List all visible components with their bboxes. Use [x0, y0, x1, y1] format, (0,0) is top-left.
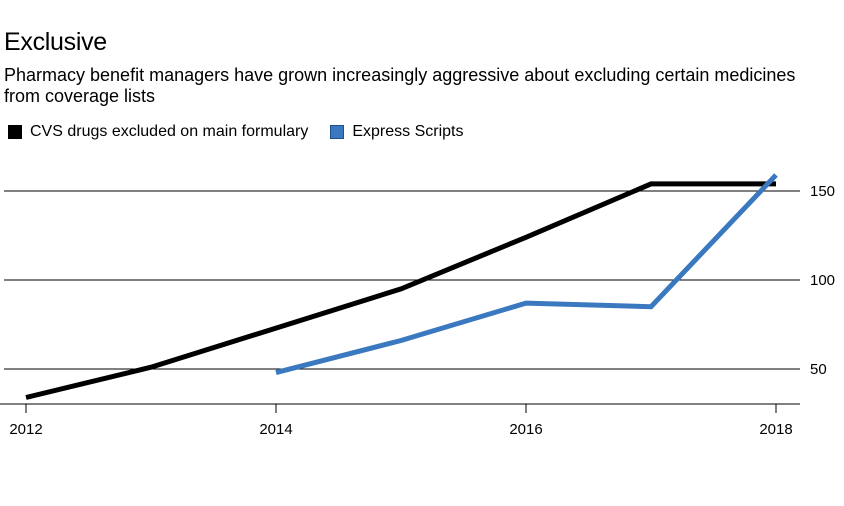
series-line-0 — [25, 181, 776, 400]
series-line-1 — [275, 173, 778, 376]
legend-label-cvs: CVS drugs excluded on main formulary — [30, 123, 309, 140]
legend-item-cvs: CVS drugs excluded on main formulary — [8, 123, 308, 141]
tick-labels: 50 100 150 2012 2014 2016 2018 — [9, 183, 835, 438]
y-tick-label-50: 50 — [810, 361, 827, 378]
x-tick-label-2014: 2014 — [259, 421, 292, 438]
chart-subtitle: Pharmacy benefit managers have grown inc… — [4, 65, 796, 106]
series-lines — [25, 173, 778, 400]
y-tick-label-150: 150 — [810, 183, 835, 200]
x-tick-label-2016: 2016 — [509, 421, 542, 438]
legend: CVS drugs excluded on main formulary Exp… — [8, 123, 486, 141]
legend-swatch-cvs — [8, 125, 22, 139]
y-tick-label-100: 100 — [810, 272, 835, 289]
legend-label-express-scripts: Express Scripts — [352, 123, 464, 140]
chart-title: Exclusive — [4, 28, 107, 56]
legend-item-express-scripts: Express Scripts — [330, 123, 464, 141]
x-tick-label-2018: 2018 — [759, 421, 792, 438]
x-axis — [0, 403, 800, 413]
legend-swatch-express-scripts — [330, 125, 345, 139]
x-tick-label-2012: 2012 — [9, 421, 42, 438]
